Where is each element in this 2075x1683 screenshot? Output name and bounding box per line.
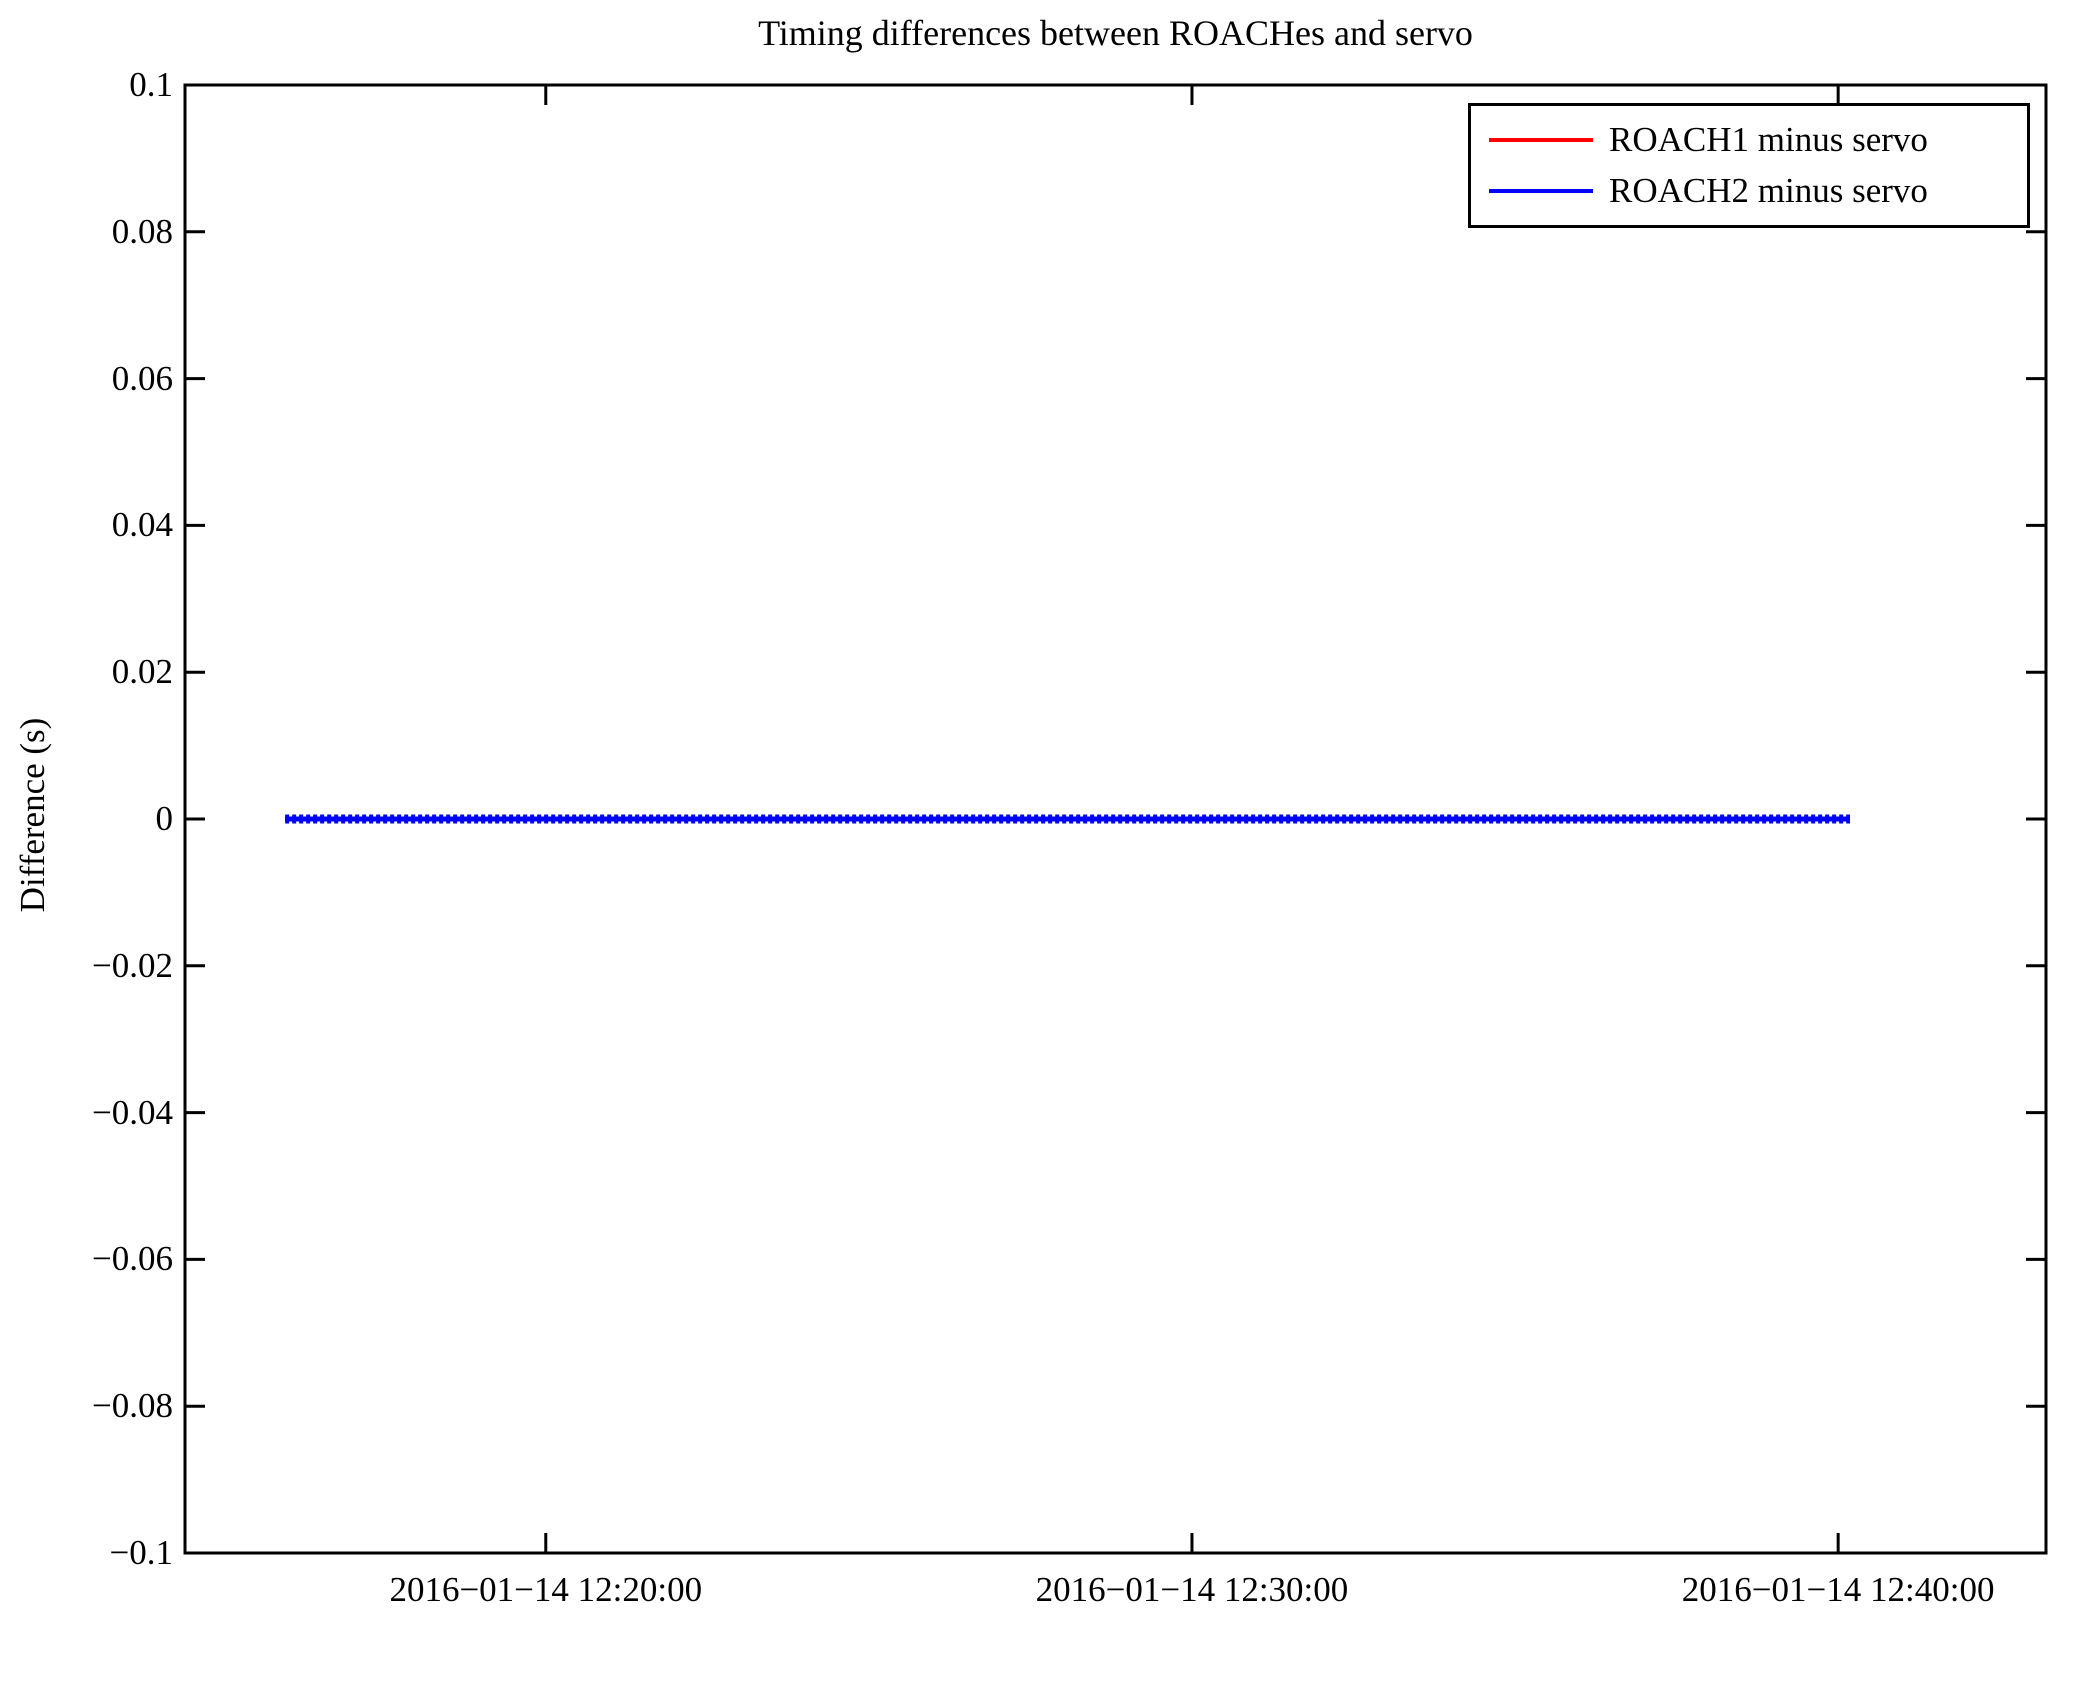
- y-tick-label: 0.08: [111, 211, 173, 251]
- roach1-line-swatch: [1489, 137, 1593, 142]
- roach2-line-swatch: [1489, 189, 1593, 194]
- y-tick-label: −0.1: [109, 1533, 174, 1572]
- x-tick-label: 2016−01−14 12:40:00: [1681, 1570, 1995, 1609]
- y-tick-label: 0.02: [111, 652, 173, 692]
- legend-entry-roach1: ROACH1 minus servo: [1489, 120, 2019, 160]
- x-tick-label: 2016−01−14 12:30:00: [1035, 1570, 1349, 1609]
- legend-label-roach1: ROACH1 minus servo: [1609, 119, 1928, 159]
- y-tick-label: −0.02: [92, 945, 173, 985]
- y-tick-label: 0.1: [129, 65, 173, 104]
- y-tick-label: −0.08: [92, 1386, 173, 1426]
- legend: ROACH1 minus servo ROACH2 minus servo: [1468, 103, 2030, 228]
- legend-label-roach2: ROACH2 minus servo: [1609, 171, 1928, 211]
- y-tick-label: −0.04: [92, 1092, 173, 1132]
- y-tick-label: 0: [155, 799, 174, 838]
- x-tick-label: 2016−01−14 12:20:00: [389, 1570, 703, 1609]
- chart-title: Timing differences between ROACHes and s…: [758, 13, 1473, 53]
- y-tick-label: −0.06: [92, 1239, 173, 1279]
- y-tick-label: 0.06: [111, 358, 173, 398]
- y-tick-label: 0.04: [111, 505, 173, 545]
- legend-entry-roach2: ROACH2 minus servo: [1489, 171, 2019, 211]
